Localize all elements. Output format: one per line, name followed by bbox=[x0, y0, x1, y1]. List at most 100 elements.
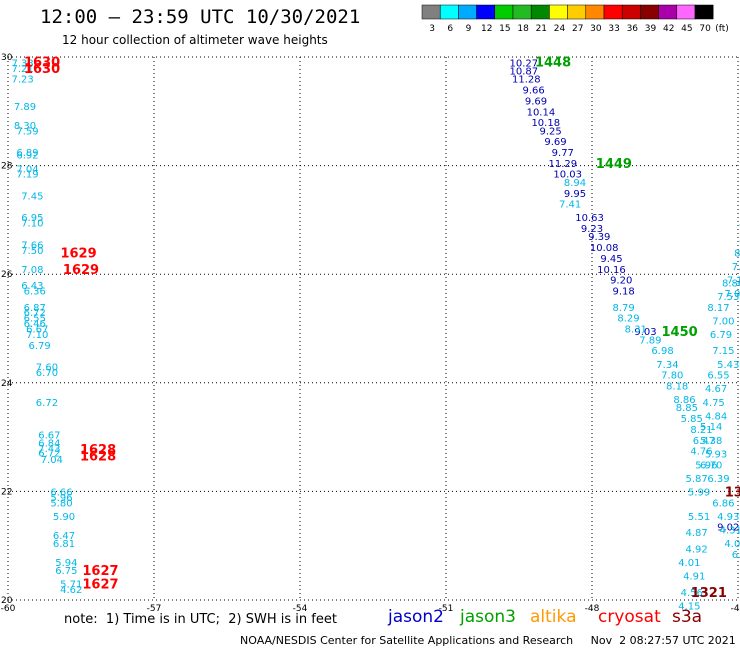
swh-point-label: 6.46 bbox=[24, 319, 46, 330]
x-tick-label: -51 bbox=[439, 604, 454, 614]
swh-point-label: 7.50 bbox=[21, 246, 43, 257]
legend-bin-label: 24 bbox=[554, 24, 566, 34]
swh-point-label: 6.72 bbox=[36, 398, 58, 409]
swh-point-label: 7.45 bbox=[21, 191, 43, 202]
legend-swatch bbox=[421, 4, 441, 20]
pass-time-label: 1628 bbox=[80, 443, 116, 458]
swh-point-label: 8.25 bbox=[734, 248, 740, 259]
y-tick-label: 28 bbox=[1, 162, 13, 172]
swh-point-label: 7.15 bbox=[712, 346, 734, 357]
swh-point-label: 8.17 bbox=[707, 303, 729, 314]
swh-point-label: 8.21 bbox=[690, 425, 712, 436]
satellite-label-jason3: jason3 bbox=[460, 607, 516, 627]
swh-point-label: 9.25 bbox=[540, 126, 562, 137]
swh-point-label: 5.85 bbox=[681, 414, 703, 425]
legend-bin-label: 9 bbox=[466, 24, 472, 34]
swh-point-label: 7.89 bbox=[639, 335, 661, 346]
swh-point-label: 4.01 bbox=[678, 558, 700, 569]
swh-point-label: 9.03 bbox=[634, 327, 656, 338]
pass-time-label: 1320 bbox=[725, 485, 740, 500]
swh-point-label: 11.28 bbox=[512, 75, 541, 86]
legend-bin-label: 30 bbox=[590, 24, 602, 34]
x-tick-label: -48 bbox=[585, 604, 600, 614]
swh-point-label: 10.87 bbox=[510, 67, 539, 78]
y-tick-label: 20 bbox=[1, 596, 13, 606]
swh-point-label: 8.18 bbox=[666, 382, 688, 393]
swh-point-label: 5.87 bbox=[686, 474, 708, 485]
swh-point-label: 6.55 bbox=[24, 314, 46, 325]
swh-point-label: 9.77 bbox=[552, 148, 574, 159]
swh-point-label: 7.05 bbox=[724, 289, 740, 300]
swh-point-label: 5.99 bbox=[688, 487, 710, 498]
pass-time-label: 1450 bbox=[662, 325, 698, 340]
swh-point-label: 7.10 bbox=[727, 276, 740, 287]
swh-point-label: 10.27 bbox=[510, 58, 539, 69]
swh-point-label: 9.69 bbox=[525, 96, 547, 107]
legend-bin-label: 45 bbox=[681, 24, 692, 34]
legend-bin-label: 3 bbox=[429, 24, 435, 34]
legend-bin-label: 39 bbox=[645, 24, 657, 34]
swh-point-label: 6.79 bbox=[29, 341, 51, 352]
x-tick-label: -45 bbox=[731, 604, 740, 614]
legend-bin-label: 12 bbox=[481, 24, 492, 34]
legend-bin-label: 36 bbox=[627, 24, 639, 34]
swh-point-label: 8.94 bbox=[564, 178, 586, 189]
legend-bin-label: 21 bbox=[536, 24, 547, 34]
swh-point-label: 4.06 bbox=[724, 539, 740, 550]
legend-swatch bbox=[512, 4, 532, 20]
legend-bin-label: 70 bbox=[699, 24, 711, 34]
swh-point-label: 5.51 bbox=[688, 512, 710, 523]
swh-point-label: 6.66 bbox=[50, 487, 72, 498]
swh-point-label: 7.08 bbox=[21, 265, 43, 276]
legend-unit-label: (ft) bbox=[715, 24, 729, 34]
swh-point-label: 10.08 bbox=[590, 243, 619, 254]
swh-point-label: 8.29 bbox=[617, 314, 639, 325]
swh-point-label: 9.66 bbox=[522, 86, 544, 97]
swh-point-label: 7.21 bbox=[11, 64, 33, 75]
swh-point-label: 10.63 bbox=[575, 213, 604, 224]
swh-point-label: 6.43 bbox=[21, 281, 43, 292]
swh-point-label: 7.59 bbox=[16, 126, 38, 137]
swh-point-label: 6.39 bbox=[707, 474, 729, 485]
swh-point-label: 4.84 bbox=[705, 411, 727, 422]
swh-point-label: 6.67 bbox=[26, 325, 48, 336]
pass-time-label: 1321 bbox=[691, 586, 727, 601]
swh-point-label: 11.29 bbox=[548, 159, 577, 170]
pass-time-label: 1627 bbox=[82, 564, 118, 579]
swh-point-label: 9.18 bbox=[613, 286, 635, 297]
legend-swatch bbox=[549, 4, 568, 20]
swh-point-label: 4.56 bbox=[681, 588, 703, 599]
swh-point-label: 6.72 bbox=[24, 308, 46, 319]
swh-point-label: 7.23 bbox=[11, 75, 33, 86]
swh-point-label: 5.93 bbox=[705, 449, 727, 460]
swh-point-label: 7.60 bbox=[36, 363, 58, 374]
swh-point-label: 7.43 bbox=[38, 444, 60, 455]
swh-point-label: 7.10 bbox=[26, 330, 48, 341]
swh-point-label: 4.87 bbox=[686, 528, 708, 539]
swh-point-label: 6.87 bbox=[24, 303, 46, 314]
swh-point-label: 7.34 bbox=[656, 360, 678, 371]
swh-point-label: 6.98 bbox=[651, 346, 673, 357]
x-tick-label: -54 bbox=[293, 604, 308, 614]
swh-point-label: 4.93 bbox=[717, 512, 739, 523]
swh-point-label: 4.62 bbox=[60, 585, 82, 596]
swh-point-label: 7.89 bbox=[14, 102, 36, 113]
swh-point-label: 4.31 bbox=[720, 525, 740, 536]
swh-point-label: 7.53 bbox=[717, 292, 739, 303]
swh-point-label: 4.75 bbox=[703, 398, 725, 409]
swh-point-label: 7.10 bbox=[21, 219, 43, 230]
pass-time-label: 1628 bbox=[80, 450, 116, 465]
swh-point-label: 10.16 bbox=[597, 265, 626, 276]
swh-point-label: 8.30 bbox=[14, 121, 36, 132]
swh-point-label: 7.80 bbox=[661, 371, 683, 382]
swh-point-label: 10.03 bbox=[553, 170, 582, 181]
swh-point-label: 6.72 bbox=[38, 448, 60, 459]
swh-point-label: 4.91 bbox=[683, 572, 705, 583]
swh-point-label: 4.76 bbox=[690, 447, 712, 458]
swh-point-label: 9.69 bbox=[544, 137, 566, 148]
chart-subtitle: 12 hour collection of altimeter wave hei… bbox=[62, 33, 328, 47]
swh-point-label: 6.95 bbox=[21, 213, 43, 224]
legend-bin-label: 33 bbox=[608, 24, 619, 34]
swh-point-label: 6.79 bbox=[710, 330, 732, 341]
swh-point-label: 6.75 bbox=[55, 566, 77, 577]
